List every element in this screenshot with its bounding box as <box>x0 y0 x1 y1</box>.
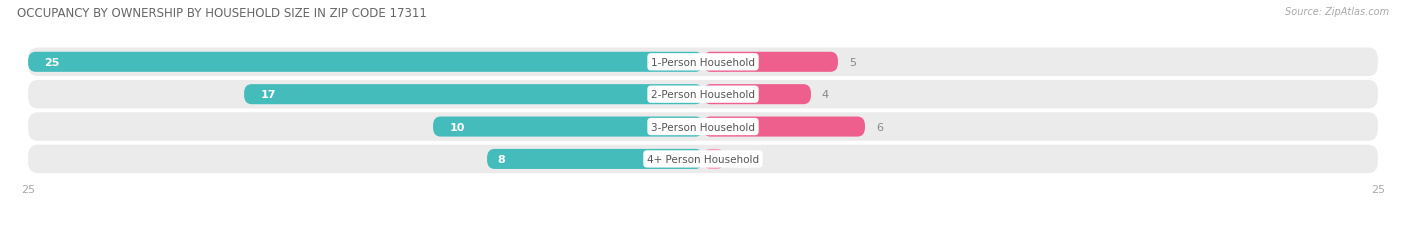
Text: 25: 25 <box>45 58 59 67</box>
Text: 0: 0 <box>735 154 742 164</box>
FancyBboxPatch shape <box>486 149 703 169</box>
Text: 3-Person Household: 3-Person Household <box>651 122 755 132</box>
Text: 5: 5 <box>849 58 856 67</box>
Text: 6: 6 <box>876 122 883 132</box>
FancyBboxPatch shape <box>703 52 838 73</box>
Text: 4: 4 <box>821 90 830 100</box>
FancyBboxPatch shape <box>28 113 1378 141</box>
Text: 1-Person Household: 1-Person Household <box>651 58 755 67</box>
Text: OCCUPANCY BY OWNERSHIP BY HOUSEHOLD SIZE IN ZIP CODE 17311: OCCUPANCY BY OWNERSHIP BY HOUSEHOLD SIZE… <box>17 7 427 20</box>
FancyBboxPatch shape <box>245 85 703 105</box>
FancyBboxPatch shape <box>433 117 703 137</box>
Text: Source: ZipAtlas.com: Source: ZipAtlas.com <box>1285 7 1389 17</box>
Text: 2-Person Household: 2-Person Household <box>651 90 755 100</box>
FancyBboxPatch shape <box>703 85 811 105</box>
FancyBboxPatch shape <box>703 149 724 169</box>
Text: 17: 17 <box>260 90 276 100</box>
FancyBboxPatch shape <box>703 117 865 137</box>
Text: 4+ Person Household: 4+ Person Household <box>647 154 759 164</box>
FancyBboxPatch shape <box>28 81 1378 109</box>
FancyBboxPatch shape <box>28 145 1378 173</box>
Text: 10: 10 <box>450 122 464 132</box>
Text: 8: 8 <box>498 154 506 164</box>
FancyBboxPatch shape <box>28 52 703 73</box>
Legend: Owner-occupied, Renter-occupied: Owner-occupied, Renter-occupied <box>585 228 821 231</box>
FancyBboxPatch shape <box>28 48 1378 77</box>
